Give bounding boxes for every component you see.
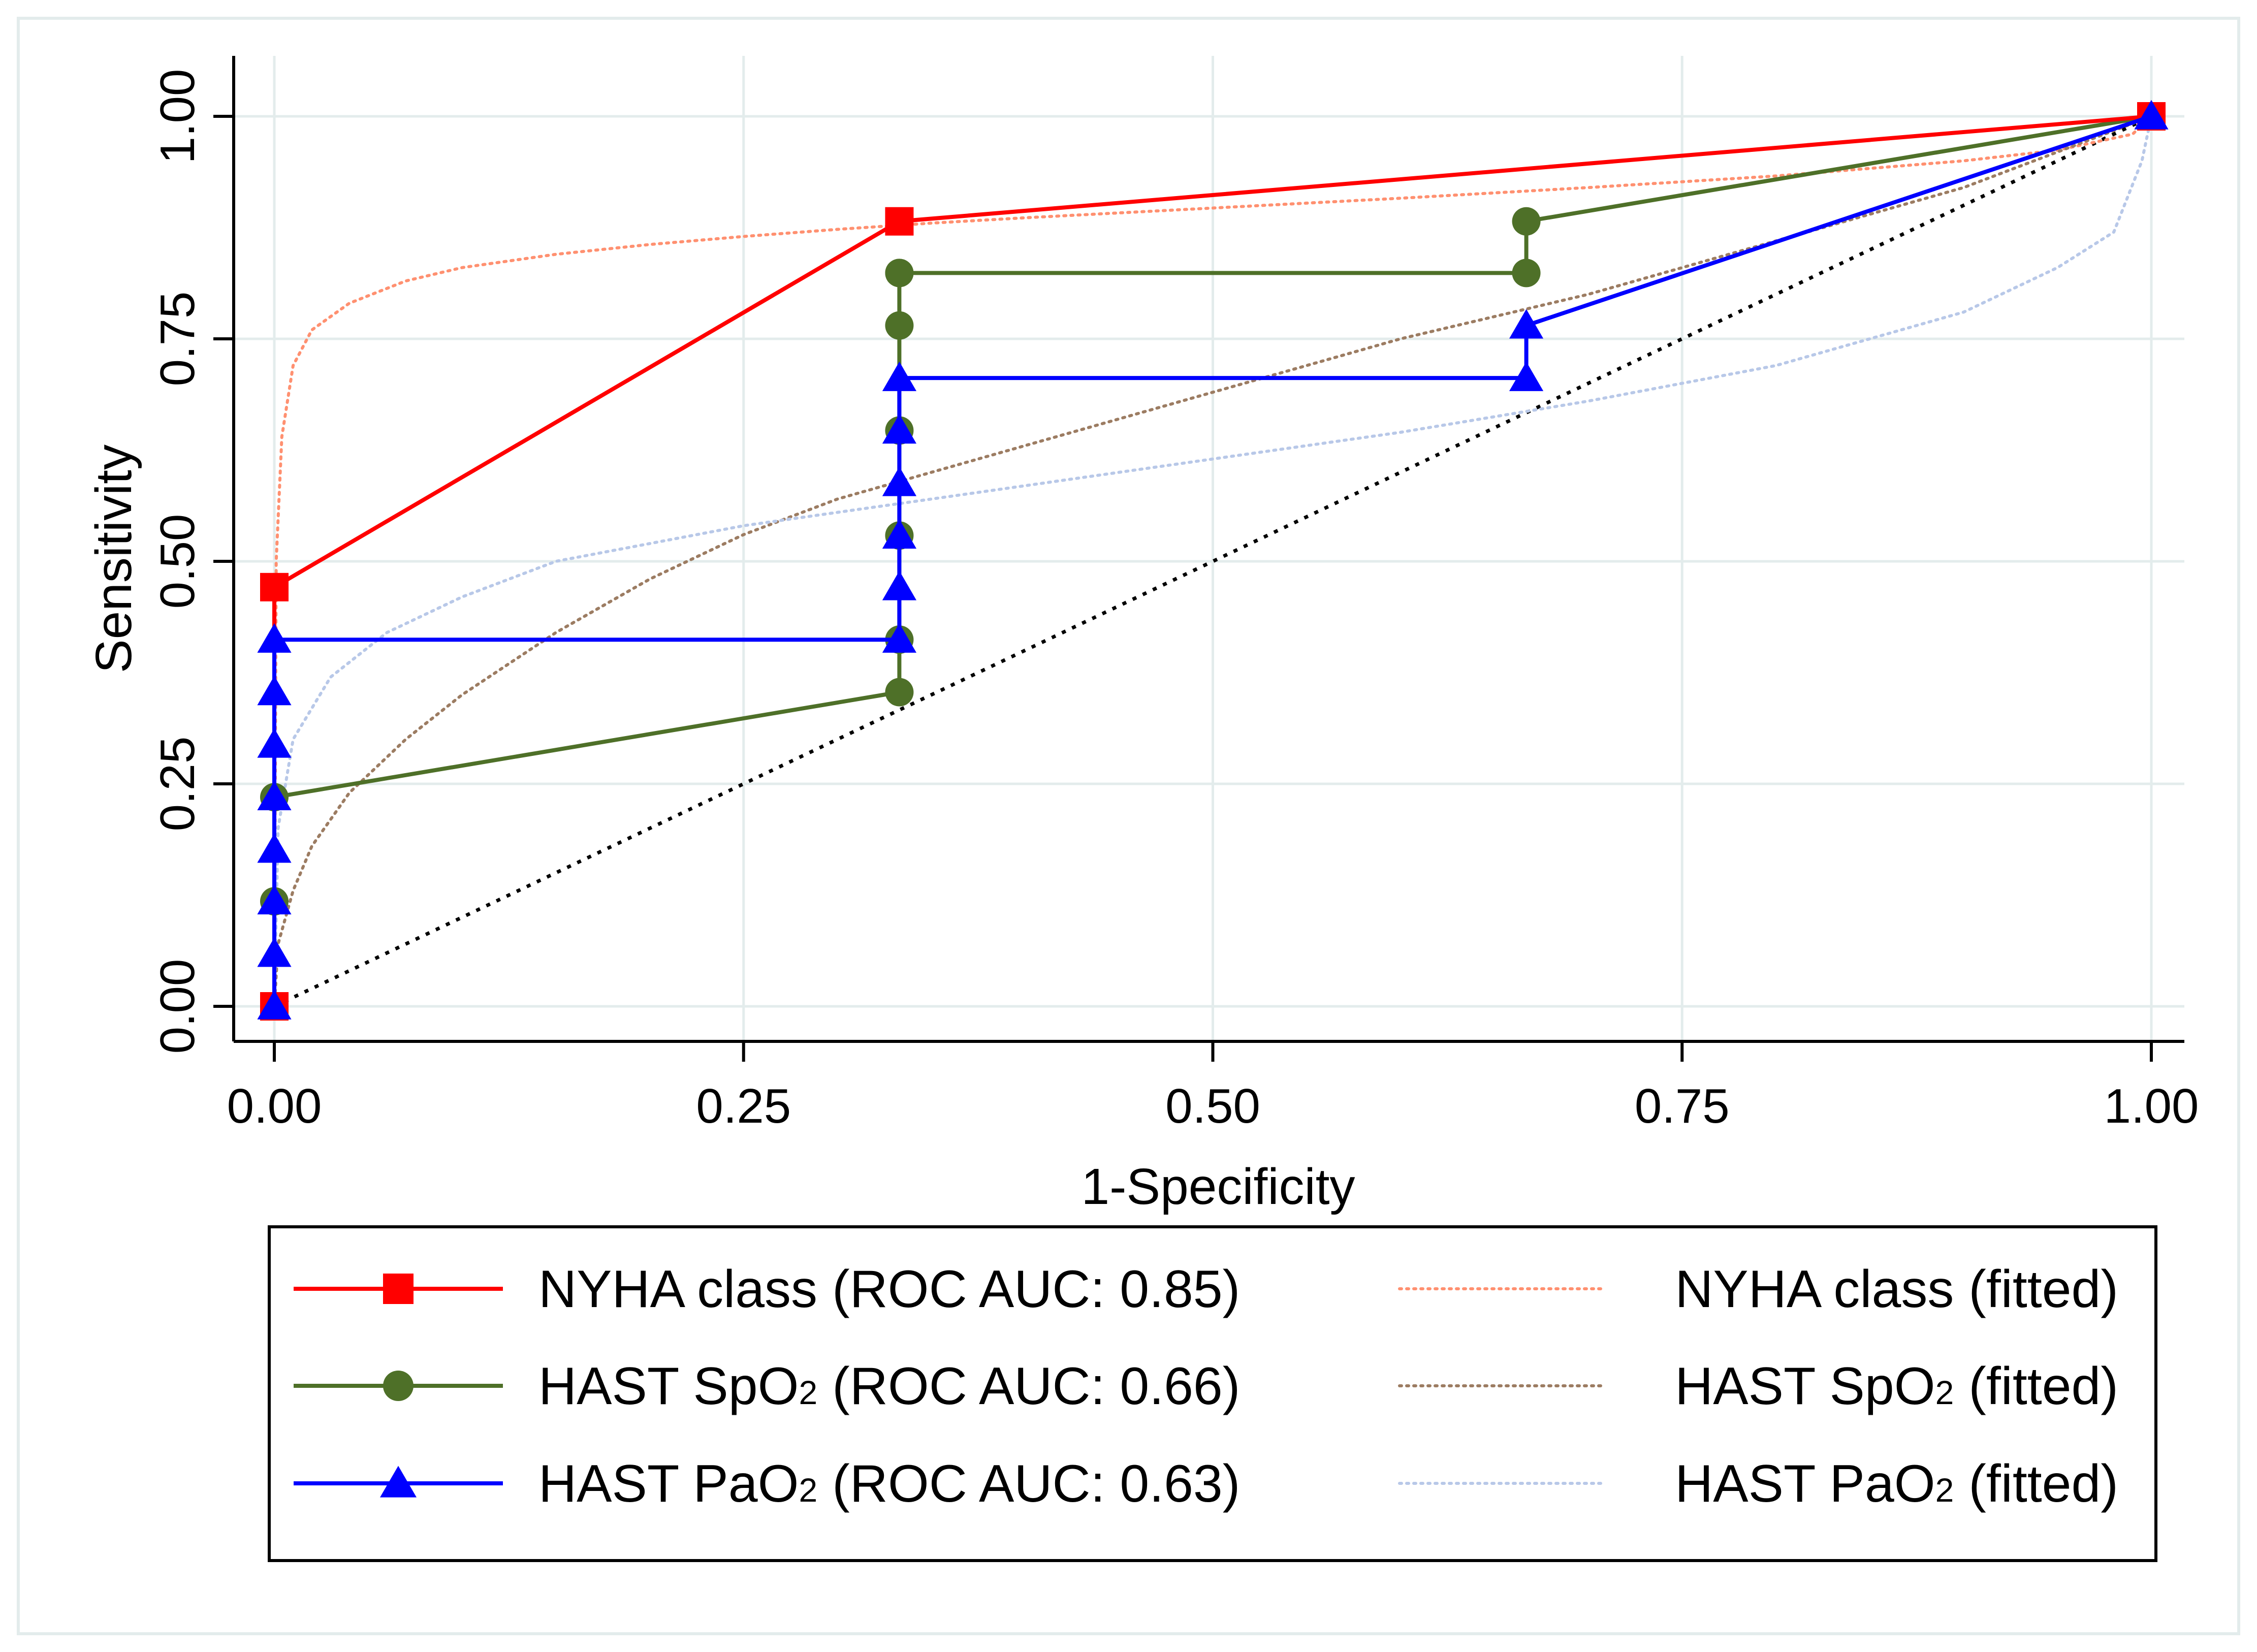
tick-labels: 0.00 0.25 0.50 0.75 1.00 0.00 0.25 0.50 0.75 1.00 (150, 69, 2199, 1133)
pao2-point-8 (882, 623, 917, 653)
legend-label-subscript: 2 (1935, 1471, 1954, 1509)
pao2-point-13 (882, 361, 917, 391)
pao2-point-1 (257, 937, 292, 967)
legend-marker-nyha (383, 1274, 414, 1304)
spo2-point-9 (885, 259, 914, 288)
legend-label-nyha_fitted: NYHA class (fitted) (1675, 1260, 2118, 1319)
roc-series (257, 100, 2169, 1021)
x-tick-label-0: 0.00 (227, 1079, 322, 1133)
x-tick-label-2: 0.50 (1165, 1079, 1260, 1133)
legend-label-suffix: (fitted) (1954, 1454, 2118, 1513)
fitted-curves (273, 115, 2153, 1008)
legend-label-pao2: HAST PaO2 (ROC AUC: 0.63) (538, 1454, 1240, 1513)
legend-label-base: NYHA class (1675, 1260, 1954, 1319)
legend-marker-spo2 (383, 1371, 414, 1401)
y-tick-label-3: 0.75 (150, 292, 205, 387)
pao2-point-14 (1509, 361, 1544, 391)
legend-label-base: HAST PaO (538, 1454, 799, 1513)
legend-label-spo2: HAST SpO2 (ROC AUC: 0.66) (538, 1357, 1240, 1416)
pao2-point-10 (882, 519, 917, 549)
legend-entry-pao2_fitted: HAST PaO2 (fitted) (1398, 1454, 2118, 1513)
legend-entry-spo2_fitted: HAST SpO2 (fitted) (1398, 1357, 2118, 1416)
pao2-point-7 (257, 623, 292, 653)
spo2-point-7 (885, 311, 914, 340)
legend-label-base: HAST SpO (1675, 1357, 1935, 1416)
legend: NYHA class (ROC AUC: 0.85) NYHA class (fi… (268, 1225, 2157, 1562)
nyha-point-2 (885, 207, 914, 236)
legend-label-suffix: (fitted) (1954, 1357, 2118, 1416)
x-tick-label-3: 0.75 (1635, 1079, 1730, 1133)
spo2-point-3 (885, 678, 914, 707)
nyha_fitted-curve (273, 115, 2153, 1008)
legend-label-subscript: 2 (799, 1374, 817, 1411)
legend-label-subscript: 2 (1935, 1374, 1954, 1411)
pao2-point-6 (257, 676, 292, 706)
legend-label-base: HAST SpO (538, 1357, 799, 1416)
y-tick-label-1: 0.25 (150, 737, 205, 832)
legend-label-base: NYHA class (538, 1260, 817, 1319)
legend-label-pao2_fitted: HAST PaO2 (fitted) (1675, 1454, 2118, 1513)
x-tick-label-4: 1.00 (2104, 1079, 2199, 1133)
legend-entry-nyha_fitted: NYHA class (fitted) (1398, 1260, 2118, 1319)
nyha-point-1 (260, 573, 289, 601)
legend-label-base: HAST PaO (1675, 1454, 1935, 1513)
legend-label-suffix: (ROC AUC: 0.66) (817, 1357, 1240, 1416)
legend-label-spo2_fitted: HAST SpO2 (fitted) (1675, 1357, 2118, 1416)
pao2_fitted-curve (273, 115, 2153, 1008)
pao2-point-4 (257, 781, 292, 811)
pao2-point-3 (257, 833, 292, 863)
y-tick-label-4: 1.00 (150, 69, 205, 164)
pao2-series (257, 100, 2169, 1020)
legend-label-suffix: (ROC AUC: 0.85) (817, 1260, 1240, 1319)
y-tick-label-2: 0.50 (150, 514, 205, 609)
pao2-point-11 (882, 466, 917, 496)
pao2-point-0 (257, 990, 292, 1020)
pao2-point-9 (882, 570, 917, 600)
legend-box (268, 1225, 2157, 1562)
legend-label-suffix: (ROC AUC: 0.63) (817, 1454, 1240, 1513)
pao2-point-16 (2134, 100, 2169, 130)
spo2-point-10 (1512, 259, 1541, 288)
pao2-point-5 (257, 728, 292, 758)
legend-entry-pao2: HAST PaO2 (ROC AUC: 0.63) (294, 1454, 1240, 1513)
axes (213, 56, 2184, 1062)
pao2-point-2 (257, 885, 292, 915)
pao2-point-12 (882, 414, 917, 444)
legend-entry-nyha: NYHA class (ROC AUC: 0.85) (294, 1260, 1240, 1319)
legend-label-nyha: NYHA class (ROC AUC: 0.85) (538, 1260, 1240, 1319)
legend-label-suffix: (fitted) (1954, 1260, 2118, 1319)
pao2-point-15 (1509, 309, 1544, 339)
legend-label-subscript: 2 (799, 1471, 817, 1509)
legend-marker-pao2 (380, 1466, 417, 1498)
x-tick-label-1: 0.25 (696, 1079, 791, 1133)
x-axis-title: 1-Specificity (1081, 1158, 1355, 1215)
legend-entry-spo2: HAST SpO2 (ROC AUC: 0.66) (294, 1357, 1240, 1416)
y-tick-label-0: 0.00 (150, 959, 205, 1054)
spo2-point-11 (1512, 207, 1541, 236)
y-axis-title: Sensitivity (85, 444, 142, 673)
spo2_fitted-curve (273, 115, 2153, 1008)
